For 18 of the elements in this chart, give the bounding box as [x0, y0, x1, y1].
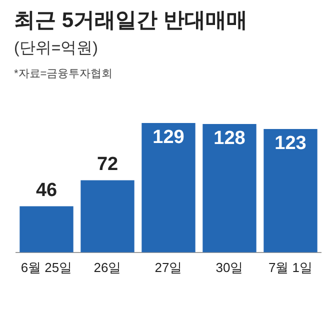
bar [80, 180, 134, 252]
data-label: 123 [274, 132, 306, 154]
text: *자료=금융투자협회 [14, 67, 113, 81]
x-tick-label: 7월 1일 [268, 260, 313, 275]
x-tick-label: 26일 [94, 260, 122, 275]
bar [142, 123, 196, 252]
data-label: 128 [214, 128, 246, 149]
chart-subtitle: (단위=억원) [14, 39, 98, 59]
x-tick-label: 27일 [154, 260, 182, 275]
x-tick-label: 30일 [216, 260, 244, 275]
data-label: 72 [96, 154, 118, 175]
x-tick-label: 6월 25일 [20, 260, 72, 275]
data-label: 46 [36, 180, 58, 202]
bar [202, 124, 256, 252]
data-label: 129 [152, 126, 184, 148]
bar [264, 129, 318, 252]
bar [20, 206, 74, 252]
chart-title: 최근 5거래일간 반대매매 [14, 8, 248, 34]
